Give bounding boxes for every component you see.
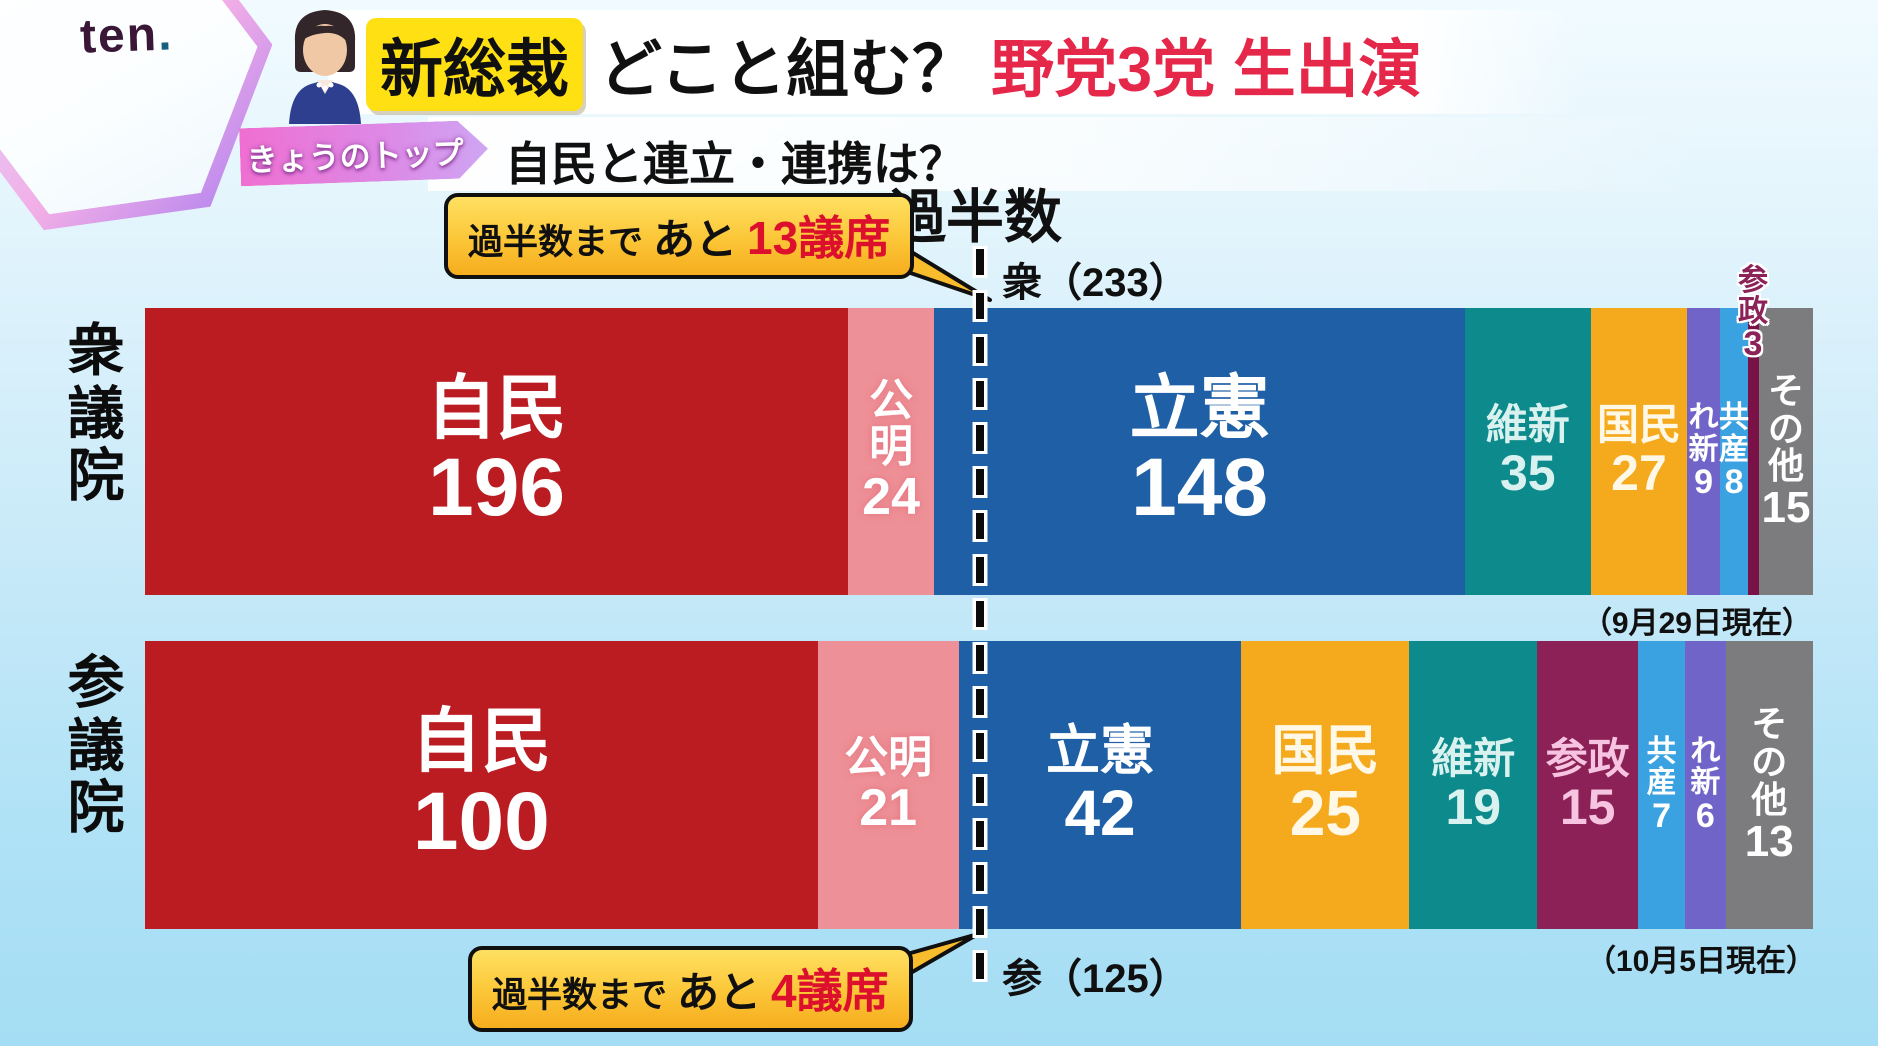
callout-mid: あと <box>677 969 762 1016</box>
segment-label-公明: 公明 24 <box>862 376 921 527</box>
segment-国民: 国民 25 <box>1241 641 1410 929</box>
segment-label-維新: 維新 19 <box>1431 734 1516 835</box>
chamber-label-upper-house: 参 議 院 <box>67 651 125 841</box>
segment-label-参政: 参政 15 <box>1545 734 1630 835</box>
segment-公明: 公明 21 <box>817 641 959 929</box>
ten-logo: ten. <box>79 6 174 64</box>
sansei-party-name: 参 政 <box>1738 264 1768 328</box>
callout-value: 4議席 <box>771 965 889 1017</box>
subtitle-background-band <box>428 117 1708 191</box>
callout-prefix: 過半数まで <box>468 223 644 262</box>
callout-value: 13議席 <box>747 212 891 264</box>
segment-label-公明: 公明 21 <box>844 732 933 837</box>
segment-label-国民: 国民 25 <box>1271 721 1380 849</box>
segment-label-その他: そ の 他 13 <box>1744 703 1794 866</box>
ten-logo-text: ten <box>79 7 159 64</box>
headline-highlight: 野党3党 生出演 <box>991 34 1422 105</box>
sansei-seats: 3 <box>1743 325 1763 364</box>
as-of-date-lower-house: （9月29日現在） <box>1581 607 1812 640</box>
segment-自民: 自民 100 <box>145 641 818 929</box>
chamber-label-lower-house: 衆 議 院 <box>67 319 125 509</box>
segment-参政 <box>1748 308 1760 595</box>
majority-label-upper-house: 参（125） <box>1002 957 1189 1001</box>
segment-立憲: 立憲 148 <box>934 308 1466 595</box>
headline-badge: 新総裁 <box>366 17 583 111</box>
segment-維新: 維新 35 <box>1465 308 1591 595</box>
headline: 新総裁 どこと組む？ 野党3党 生出演 <box>366 17 1422 111</box>
segment-label-自民: 自民 196 <box>426 368 567 534</box>
callout-prefix: 過半数まで <box>492 976 668 1015</box>
segment-label-立憲: 立憲 42 <box>1046 721 1155 849</box>
segment-自民: 自民 196 <box>145 308 849 595</box>
segment-label-維新: 維新 35 <box>1485 401 1570 502</box>
segment-label-国民: 国民 27 <box>1596 401 1681 502</box>
segment-その他: そ の 他 13 <box>1725 641 1813 929</box>
segment-参政: 参政 15 <box>1537 641 1639 929</box>
ten-logo-dot: . <box>157 7 175 61</box>
segment-公明: 公明 24 <box>848 308 935 595</box>
majority-label-lower-house: 衆（233） <box>1002 261 1189 305</box>
segment-その他: そ の 他 15 <box>1759 308 1813 595</box>
seats-to-majority-callout-upper: 過半数まで あと 4議席 <box>468 946 913 1032</box>
segment-維新: 維新 19 <box>1409 641 1538 929</box>
segment-国民: 国民 27 <box>1590 308 1688 595</box>
segment-label-その他: そ の 他 15 <box>1761 369 1811 533</box>
headline-question: どこと組む？ <box>599 34 976 105</box>
as-of-date-upper-house: （10月5日現在） <box>1585 945 1816 978</box>
todays-top-badge: きょうのトップ <box>239 120 489 187</box>
segment-label-立憲: 立憲 148 <box>1129 368 1270 534</box>
segment-label-自民: 自民 100 <box>411 702 552 867</box>
sansei-outside-label: 参 政 3 <box>1726 264 1780 364</box>
anchor-photo <box>281 6 369 124</box>
callout-mid: あと <box>653 216 738 263</box>
segment-立憲: 立憲 42 <box>958 641 1242 929</box>
subtitle: 自民と連立・連携は？ <box>505 138 965 190</box>
seats-to-majority-callout-lower: 過半数まで あと 13議席 <box>444 193 915 279</box>
majority-title: 過半数 <box>888 185 1063 250</box>
